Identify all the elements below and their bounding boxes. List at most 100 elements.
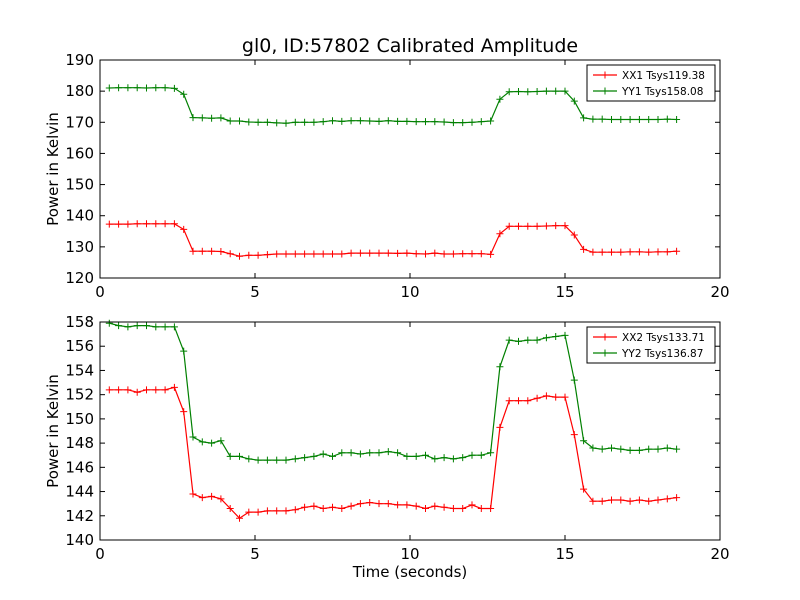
data-point xyxy=(263,507,271,515)
series-2 xyxy=(105,84,681,127)
data-point xyxy=(319,450,327,458)
data-point xyxy=(561,222,569,230)
data-point xyxy=(254,508,262,516)
data-point xyxy=(589,248,597,256)
data-point xyxy=(133,388,141,396)
data-point xyxy=(143,220,150,228)
data-point xyxy=(552,87,560,95)
data-point xyxy=(143,386,150,394)
data-point xyxy=(515,222,522,230)
data-point xyxy=(375,500,383,508)
data-point xyxy=(645,497,653,505)
legend-box xyxy=(586,64,716,102)
data-point xyxy=(394,117,402,125)
data-point xyxy=(273,507,281,515)
data-point xyxy=(329,250,336,258)
data-point xyxy=(515,87,522,95)
y-tick-label: 154 xyxy=(65,361,94,379)
data-point xyxy=(422,505,429,513)
data-point xyxy=(505,88,513,96)
data-point xyxy=(524,336,532,344)
data-point xyxy=(533,394,541,402)
data-point xyxy=(542,334,550,342)
data-point xyxy=(254,118,262,126)
data-point xyxy=(598,497,606,505)
data-point xyxy=(412,452,420,460)
data-point xyxy=(384,249,392,257)
data-point xyxy=(673,115,681,123)
data-point xyxy=(180,408,188,416)
y-tick-label: 146 xyxy=(65,458,94,476)
data-point xyxy=(505,397,513,405)
data-point xyxy=(161,323,169,331)
data-point xyxy=(580,245,588,253)
data-point xyxy=(617,115,625,123)
data-point xyxy=(626,446,634,454)
x-tick-label: 5 xyxy=(250,545,260,563)
legend-item: XX2 Tsys133.71 xyxy=(593,332,705,344)
series-1 xyxy=(105,383,681,522)
data-point xyxy=(589,444,597,452)
data-point xyxy=(263,118,271,126)
data-point xyxy=(217,437,225,445)
data-point xyxy=(515,337,522,345)
data-point xyxy=(236,252,243,260)
data-point xyxy=(617,248,625,256)
data-point xyxy=(431,455,439,463)
data-point xyxy=(663,495,671,503)
data-point xyxy=(654,445,662,453)
x-axis-label: Time (seconds) xyxy=(352,563,468,581)
y-tick-label: 156 xyxy=(65,337,94,355)
data-point xyxy=(449,505,457,513)
data-point xyxy=(449,455,457,463)
data-point xyxy=(654,496,662,504)
data-point xyxy=(617,496,625,504)
data-point xyxy=(356,249,364,257)
data-point xyxy=(580,114,588,122)
data-point xyxy=(189,490,197,498)
data-point xyxy=(524,397,532,405)
data-point xyxy=(375,117,383,125)
data-point xyxy=(542,222,550,230)
x-tick-label: 10 xyxy=(400,283,419,301)
data-point xyxy=(152,386,160,394)
data-point xyxy=(115,84,123,92)
data-point xyxy=(394,249,402,257)
data-point xyxy=(440,250,448,258)
data-point xyxy=(422,118,429,126)
data-point xyxy=(384,117,392,125)
data-point xyxy=(208,114,216,122)
data-point xyxy=(645,445,653,453)
data-point xyxy=(236,514,243,522)
data-point xyxy=(263,456,271,464)
data-point xyxy=(412,118,420,126)
data-point xyxy=(468,451,476,459)
data-point xyxy=(477,118,485,126)
data-point xyxy=(291,118,299,126)
data-point xyxy=(496,363,504,371)
data-point xyxy=(635,496,643,504)
data-point xyxy=(375,249,383,257)
data-point xyxy=(468,118,476,126)
data-point xyxy=(561,393,569,401)
x-tick-label: 15 xyxy=(555,283,574,301)
y-tick-label: 150 xyxy=(65,176,94,194)
x-tick-label: 10 xyxy=(400,545,419,563)
legend: XX1 Tsys119.38 YY1 Tsys158.08 xyxy=(586,64,716,102)
data-point xyxy=(208,492,216,500)
y-axis-label: Power in Kelvin xyxy=(44,112,62,226)
y-tick-label: 150 xyxy=(65,410,94,428)
data-point xyxy=(310,118,318,126)
data-point xyxy=(161,386,169,394)
data-point xyxy=(301,118,309,126)
data-point xyxy=(552,222,560,230)
data-point xyxy=(189,114,197,122)
data-point xyxy=(208,247,216,255)
legend-label: XX1 Tsys119.38 xyxy=(622,70,705,82)
data-point xyxy=(338,250,346,258)
data-point xyxy=(161,84,169,92)
legend-label: YY1 Tsys158.08 xyxy=(621,86,703,98)
data-point xyxy=(338,117,346,125)
data-point xyxy=(635,115,643,123)
data-point xyxy=(226,452,234,460)
